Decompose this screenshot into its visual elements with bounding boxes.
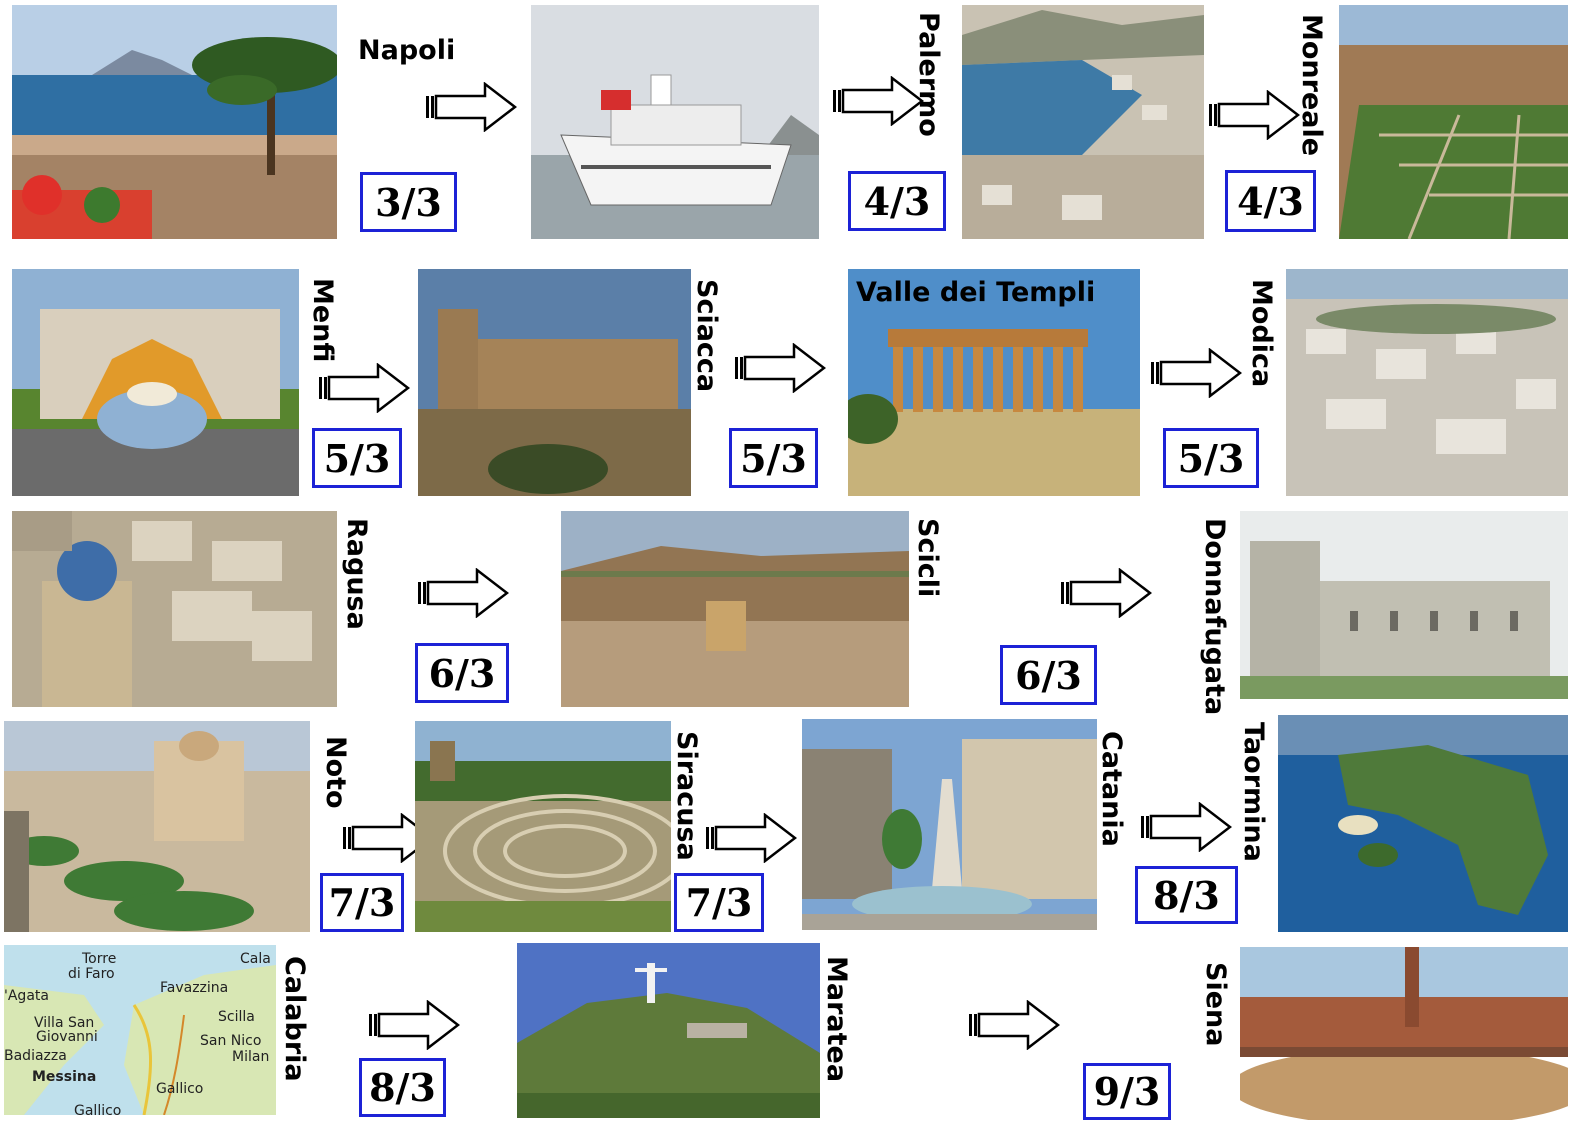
catania-label: Catania — [1096, 731, 1127, 847]
arrow-icon — [1140, 802, 1232, 852]
scicli-photo — [561, 511, 909, 707]
menfi-photo — [12, 269, 299, 496]
arrow-icon — [968, 1000, 1060, 1050]
noto-label: Noto — [320, 736, 351, 809]
siracusa-photo — [415, 721, 671, 932]
date-badge: 7/3 — [674, 873, 764, 932]
date-badge: 4/3 — [848, 171, 946, 231]
siena-label: Siena — [1200, 962, 1231, 1047]
map-label: Gallico — [74, 1103, 122, 1115]
arrow-icon — [417, 568, 509, 618]
date-badge: 3/3 — [360, 172, 457, 232]
date-badge: 8/3 — [1135, 866, 1238, 924]
date-badge: 6/3 — [1000, 645, 1097, 705]
date-badge: 8/3 — [359, 1058, 446, 1117]
siracusa-label: Siracusa — [671, 731, 702, 861]
map-label: Torre — [82, 951, 117, 967]
ragusa-label: Ragusa — [341, 518, 372, 630]
map-label: Gallico — [156, 1081, 204, 1097]
noto-photo — [4, 721, 310, 932]
date-badge: 5/3 — [729, 428, 818, 488]
map-label: Villa San — [34, 1015, 95, 1031]
map-label: Favazzina — [160, 980, 229, 996]
ferry-photo — [531, 5, 819, 239]
palermo-photo — [962, 5, 1204, 239]
map-label: di Faro — [68, 966, 115, 982]
donnafugata-photo — [1240, 511, 1568, 699]
arrow-icon — [425, 82, 517, 132]
taormina-label: Taormina — [1238, 722, 1269, 862]
menfi-label: Menfi — [307, 278, 338, 363]
taormina-photo — [1278, 715, 1568, 932]
map-label: Milan — [232, 1049, 270, 1065]
calabria-map: Torre di Faro Cala 'Agata Favazzina Vill… — [4, 945, 276, 1115]
map-label: Messina — [32, 1069, 97, 1085]
valle-label: Valle dei Templi — [856, 277, 1096, 308]
scicli-label: Scicli — [912, 518, 943, 598]
sciacca-label: Sciacca — [691, 279, 722, 393]
maratea-photo — [517, 943, 820, 1118]
palermo-label: Palermo — [913, 12, 944, 137]
modica-photo — [1286, 269, 1568, 496]
monreale-label: Monreale — [1296, 14, 1327, 157]
date-badge: 5/3 — [1163, 428, 1259, 488]
map-label: Cala — [240, 951, 271, 967]
modica-label: Modica — [1246, 279, 1277, 388]
arrow-icon — [1150, 348, 1242, 398]
map-label: Giovanni — [36, 1029, 98, 1045]
calabria-label: Calabria — [279, 956, 310, 1082]
arrow-icon — [832, 76, 924, 126]
maratea-label: Maratea — [821, 956, 852, 1083]
date-badge: 7/3 — [320, 873, 404, 932]
map-label: Scilla — [218, 1009, 255, 1025]
sciacca-photo — [418, 269, 691, 496]
monreale-photo — [1339, 5, 1568, 239]
arrow-icon — [1060, 568, 1152, 618]
napoli-label: Napoli — [358, 35, 456, 66]
date-badge: 5/3 — [312, 428, 402, 488]
valle-photo — [848, 269, 1140, 496]
date-badge: 9/3 — [1083, 1063, 1171, 1120]
date-badge: 6/3 — [415, 643, 509, 703]
arrow-icon — [705, 813, 797, 863]
map-label: San Nico — [200, 1033, 262, 1049]
siena-photo — [1240, 947, 1568, 1120]
napoli-photo — [12, 5, 337, 239]
arrow-icon — [1208, 90, 1300, 140]
arrow-icon — [368, 1000, 460, 1050]
map-label: Badiazza — [4, 1048, 67, 1064]
donnafugata-label: Donnafugata — [1199, 518, 1230, 716]
ragusa-photo — [12, 511, 337, 707]
map-label: 'Agata — [4, 988, 49, 1004]
date-badge: 4/3 — [1225, 170, 1316, 232]
catania-photo — [802, 719, 1097, 930]
arrow-icon — [734, 343, 826, 393]
arrow-icon — [318, 363, 410, 413]
